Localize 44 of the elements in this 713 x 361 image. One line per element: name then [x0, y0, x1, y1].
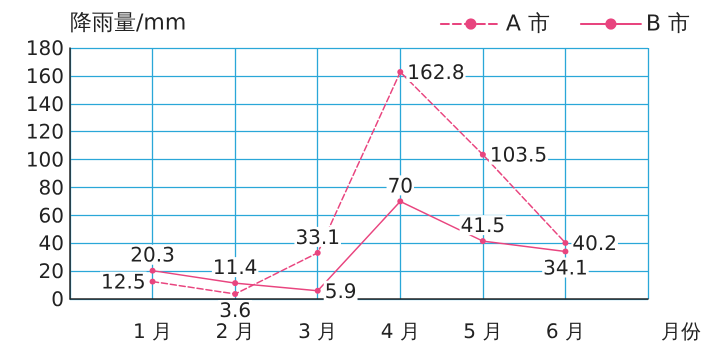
point — [232, 280, 238, 286]
x-tick-label: 3 月 — [298, 319, 338, 343]
point — [480, 152, 486, 158]
y-tick-label: 180 — [26, 36, 64, 60]
x-tick-label: 4 月 — [380, 319, 420, 343]
y-tick-label: 20 — [38, 259, 64, 284]
legend-label: B 市 — [646, 12, 690, 36]
data-label: 3.6 — [219, 298, 252, 322]
y-tick-label: 100 — [26, 148, 64, 172]
legend-label: A 市 — [506, 12, 550, 36]
data-label: 162.8 — [407, 60, 465, 84]
point — [314, 250, 321, 256]
data-label: 70 — [388, 173, 414, 198]
x-tick-label: 1 月 — [133, 319, 172, 343]
y-tick-label: 80 — [38, 175, 64, 200]
y-tick-label: 120 — [26, 120, 64, 144]
point — [562, 248, 568, 254]
data-label: 41.5 — [460, 213, 506, 238]
x-axis-title: 月份 — [661, 319, 701, 343]
data-label: 12.5 — [101, 270, 146, 294]
y-tick-label: 40 — [38, 231, 64, 256]
point — [150, 268, 156, 274]
y-tick-label: 160 — [26, 64, 64, 88]
data-label: 40.2 — [572, 230, 617, 255]
data-label: 33.1 — [295, 224, 340, 249]
data-label: 103.5 — [490, 142, 548, 167]
x-tick-label: 5 月 — [463, 319, 502, 343]
y-tick-label: 0 — [51, 287, 64, 311]
data-label: 20.3 — [130, 242, 175, 267]
point — [150, 278, 156, 285]
point — [397, 68, 404, 75]
y-axis-title: 降雨量/mm — [70, 10, 186, 36]
data-label: 34.1 — [543, 255, 588, 280]
data-label: 11.4 — [212, 255, 258, 280]
point — [232, 290, 238, 297]
x-tick-label: 6 月 — [546, 319, 585, 343]
point — [562, 240, 568, 246]
point — [480, 238, 486, 244]
data-label: 5.9 — [324, 278, 357, 303]
y-tick-label: 140 — [26, 92, 64, 116]
x-tick-label: 2 月 — [216, 319, 255, 343]
y-tick-label: 60 — [38, 203, 64, 228]
point — [397, 198, 404, 204]
point — [314, 288, 321, 294]
